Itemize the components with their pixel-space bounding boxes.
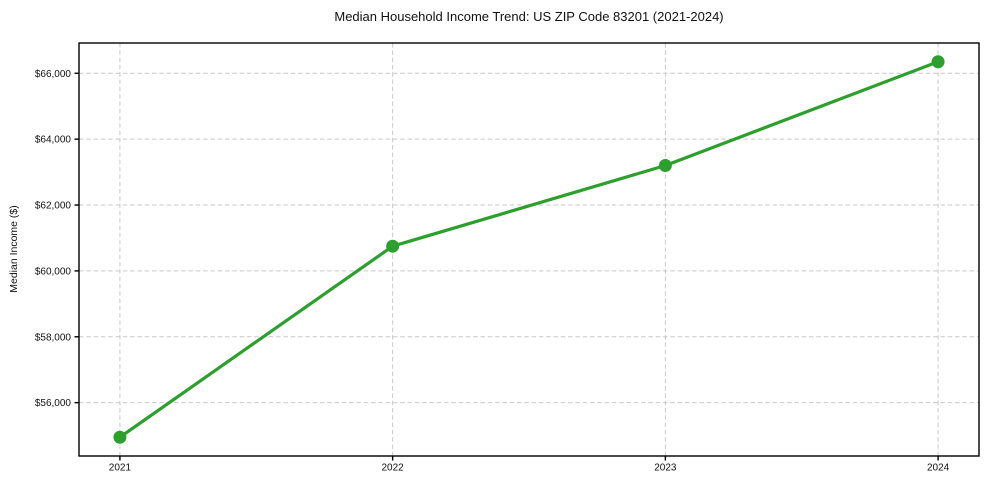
trend-line: [118, 60, 940, 439]
data-point-2023: [658, 159, 672, 173]
y-tick-label: $66,000: [35, 69, 72, 80]
chart-title: Median Household Income Trend: US ZIP Co…: [334, 9, 724, 24]
data-point-2021: [113, 430, 127, 444]
y-tick-label: $58,000: [35, 332, 72, 343]
x-tick-label: 2023: [654, 462, 677, 473]
y-tick-label: $62,000: [35, 201, 72, 212]
data-point-2022: [386, 239, 400, 253]
y-tick-label: $60,000: [35, 266, 72, 277]
y-tick-label: $64,000: [35, 135, 72, 146]
data-point-2024: [931, 55, 945, 69]
y-tick-label: $56,000: [35, 398, 72, 409]
x-tick-label: 2024: [927, 462, 950, 473]
x-tick-label: 2022: [382, 462, 405, 473]
x-tick-label: 2021: [109, 462, 132, 473]
plot-border: [78, 42, 980, 457]
